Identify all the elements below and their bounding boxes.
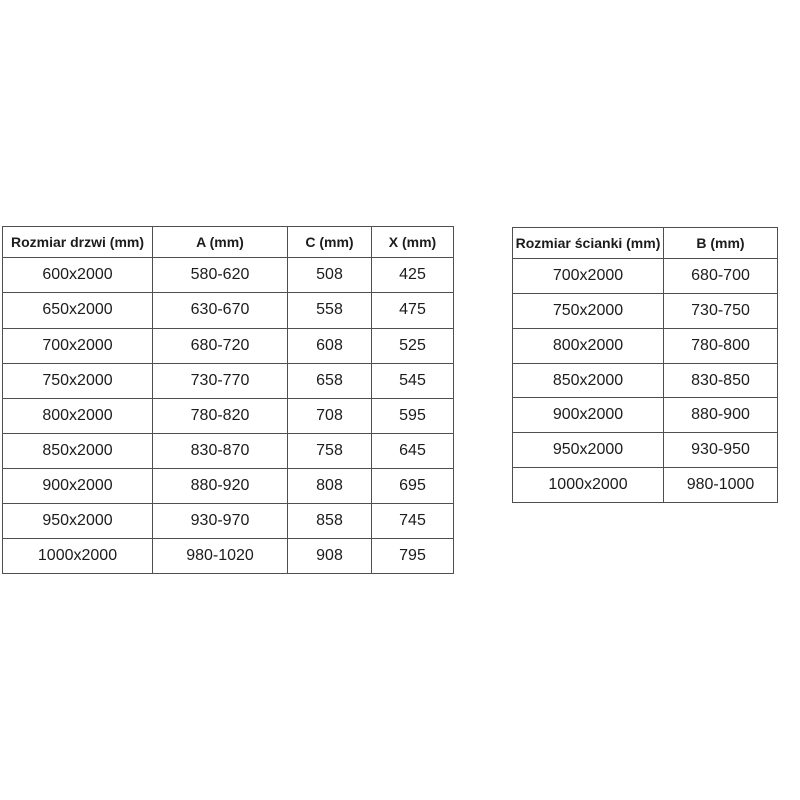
table-row: 950x2000 930-950 — [512, 432, 778, 469]
table-cell: 1000x2000 — [2, 537, 153, 575]
table-cell: 680-700 — [663, 258, 778, 294]
table-cell: 808 — [287, 467, 372, 504]
table-row: 1000x2000 980-1000 — [512, 467, 778, 503]
header-row: Rozmiar drzwi (mm) A (mm) C (mm) X (mm) — [2, 225, 454, 259]
table-row: 700x2000 680-700 — [512, 258, 778, 294]
table-cell: 900x2000 — [2, 467, 153, 504]
table-cell: 750x2000 — [512, 292, 664, 329]
table-cell: 475 — [371, 292, 454, 329]
table-cell: 780-800 — [663, 327, 778, 364]
table-cell: 930-970 — [152, 502, 288, 539]
column-header: A (mm) — [152, 225, 288, 259]
table-cell: 558 — [287, 292, 372, 329]
column-header: Rozmiar drzwi (mm) — [2, 225, 153, 259]
table-cell: 750x2000 — [2, 362, 153, 399]
table-cell: 708 — [287, 397, 372, 434]
table-cell: 858 — [287, 502, 372, 539]
table-cell: 880-900 — [663, 397, 778, 434]
table-cell: 425 — [371, 257, 454, 294]
header-row: Rozmiar ścianki (mm) B (mm) — [512, 226, 778, 260]
table-cell: 830-850 — [663, 362, 778, 399]
table-cell: 700x2000 — [2, 327, 153, 364]
table-cell: 730-750 — [663, 292, 778, 329]
column-header: Rozmiar ścianki (mm) — [512, 226, 664, 260]
door-size-table: Rozmiar drzwi (mm) A (mm) C (mm) X (mm) 600x… — [2, 225, 454, 575]
table-cell: 595 — [371, 397, 454, 434]
table-row: 900x2000 880-920 808 695 — [2, 467, 454, 504]
table-cell: 508 — [287, 257, 372, 294]
wall-size-table: Rozmiar ścianki (mm) B (mm) 700x2000 680-70… — [512, 226, 778, 503]
table-cell: 608 — [287, 327, 372, 364]
column-header: B (mm) — [663, 226, 778, 260]
table-cell: 630-670 — [152, 292, 288, 329]
table-cell: 980-1000 — [663, 467, 778, 503]
table-cell: 545 — [371, 362, 454, 399]
table-row: 800x2000 780-820 708 595 — [2, 397, 454, 434]
table-cell: 730-770 — [152, 362, 288, 399]
table-cell: 680-720 — [152, 327, 288, 364]
table-row: 950x2000 930-970 858 745 — [2, 502, 454, 539]
table-row: 850x2000 830-850 — [512, 362, 778, 399]
table-cell: 580-620 — [152, 257, 288, 294]
table-row: 650x2000 630-670 558 475 — [2, 292, 454, 329]
table-cell: 900x2000 — [512, 397, 664, 434]
table-cell: 930-950 — [663, 432, 778, 469]
table-cell: 850x2000 — [2, 432, 153, 469]
table-cell: 950x2000 — [512, 432, 664, 469]
table-cell: 645 — [371, 432, 454, 469]
table-row: 750x2000 730-750 — [512, 292, 778, 329]
table-cell: 700x2000 — [512, 258, 664, 294]
table-cell: 1000x2000 — [512, 467, 664, 503]
table-cell: 758 — [287, 432, 372, 469]
column-header: C (mm) — [287, 225, 372, 259]
table-cell: 795 — [371, 537, 454, 575]
table-row: 1000x2000 980-1020 908 795 — [2, 537, 454, 575]
table-row: 600x2000 580-620 508 425 — [2, 257, 454, 294]
column-header: X (mm) — [371, 225, 454, 259]
table-cell: 830-870 — [152, 432, 288, 469]
table-row: 850x2000 830-870 758 645 — [2, 432, 454, 469]
table-cell: 600x2000 — [2, 257, 153, 294]
table-cell: 745 — [371, 502, 454, 539]
table-cell: 850x2000 — [512, 362, 664, 399]
table-row: 800x2000 780-800 — [512, 327, 778, 364]
table-row: 900x2000 880-900 — [512, 397, 778, 434]
table-cell: 780-820 — [152, 397, 288, 434]
table-cell: 800x2000 — [512, 327, 664, 364]
table-cell: 800x2000 — [2, 397, 153, 434]
table-cell: 880-920 — [152, 467, 288, 504]
table-cell: 950x2000 — [2, 502, 153, 539]
table-cell: 695 — [371, 467, 454, 504]
table-cell: 908 — [287, 537, 372, 575]
table-cell: 980-1020 — [152, 537, 288, 575]
table-row: 700x2000 680-720 608 525 — [2, 327, 454, 364]
table-row: 750x2000 730-770 658 545 — [2, 362, 454, 399]
table-cell: 650x2000 — [2, 292, 153, 329]
table-cell: 525 — [371, 327, 454, 364]
table-cell: 658 — [287, 362, 372, 399]
